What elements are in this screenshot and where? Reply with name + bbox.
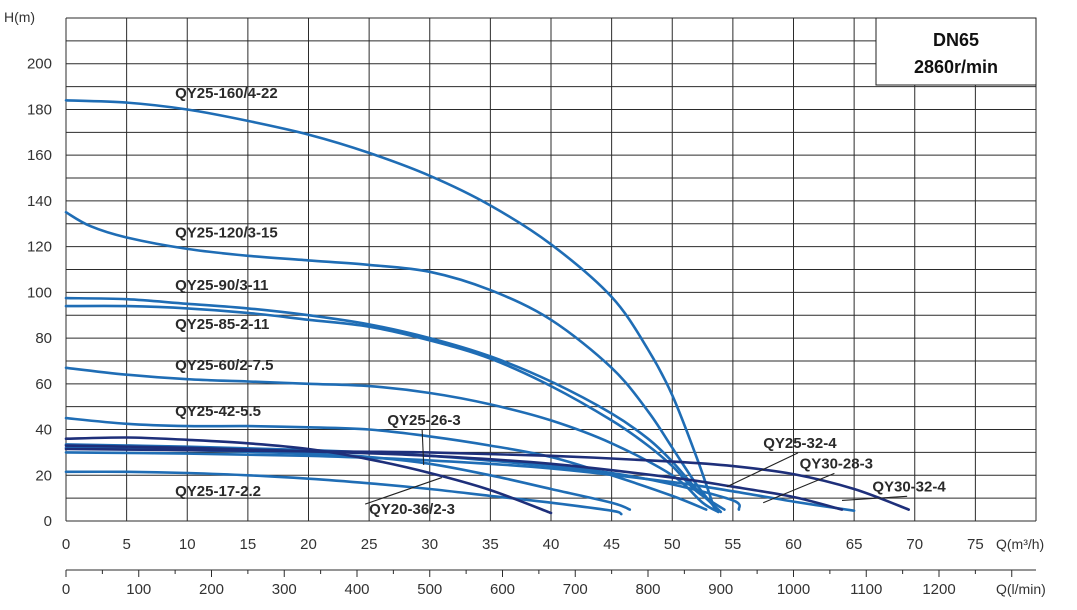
- x-axis-ticks: 0 5 10 15 20 25 30 35 40 45 50 55 60 65 70 75: [62, 536, 984, 553]
- x2-tick-label: 1200: [922, 581, 955, 598]
- curve-qy30-28-3: [64, 451, 856, 512]
- curves: [64, 99, 910, 516]
- curve-qy25-90-3-11: [64, 296, 723, 514]
- curve-label: QY25-90/3-11: [175, 277, 268, 294]
- curve-label: QY25-42-5.5: [175, 403, 261, 420]
- info-line-1: DN65: [933, 30, 979, 50]
- curve-label: QY25-17-2.2: [175, 483, 261, 500]
- curve-qy25-85-2-11: [64, 304, 726, 511]
- y-tick-label: 20: [35, 467, 52, 484]
- x-tick-label: 40: [543, 536, 560, 553]
- x-tick-label: 30: [421, 536, 438, 553]
- y-tick-label: 120: [27, 239, 52, 256]
- curve-label: QY25-32-4: [763, 435, 837, 452]
- curve-label: QY25-26-3: [387, 412, 460, 429]
- curve-qy20-36-2-3: [64, 436, 553, 515]
- x-tick-label: 25: [361, 536, 378, 553]
- grid: [65, 17, 1037, 522]
- x2-tick-label: 100: [126, 581, 151, 598]
- curve-label: QY20-36/2-3: [369, 501, 455, 518]
- curve-label: QY25-120/3-15: [175, 224, 278, 241]
- x-tick-label: 10: [179, 536, 196, 553]
- x2-tick-label: 800: [635, 581, 660, 598]
- x2-tick-label: 400: [344, 581, 369, 598]
- y-axis-ticks: 0 20 40 60 80 100 120 140 160 180 200: [27, 56, 52, 530]
- curve-qy30-32-4: [64, 447, 910, 511]
- label-leader-line: [421, 429, 425, 466]
- curve-labels: QY25-160/4-22 QY25-120/3-15 QY25-90/3-11 QY…: [175, 85, 946, 518]
- x-tick-label: 20: [300, 536, 317, 553]
- y-tick-label: 0: [44, 513, 52, 530]
- curve-qy25-120-3-15: [64, 211, 720, 514]
- info-box: DN65 2860r/min: [875, 17, 1037, 86]
- y-tick-label: 180: [27, 101, 52, 118]
- x-tick-label: 65: [846, 536, 863, 553]
- curve-label: QY25-60/2-7.5: [175, 357, 273, 374]
- y-tick-label: 40: [35, 422, 52, 439]
- y-tick-label: 80: [35, 330, 52, 347]
- x2-tick-label: 0: [62, 581, 70, 598]
- y-axis-title: H(m): [4, 9, 35, 25]
- y-tick-label: 200: [27, 56, 52, 73]
- x-tick-label: 70: [906, 536, 923, 553]
- x-tick-label: 55: [725, 536, 742, 553]
- curve-qy25-42-5-5: [64, 416, 708, 511]
- x2-tick-label: 200: [199, 581, 224, 598]
- x2-tick-label: 300: [272, 581, 297, 598]
- curve-label: QY30-32-4: [872, 478, 946, 495]
- x-axis-title: Q(m³/h): [996, 536, 1044, 552]
- curve-qy25-17-2-2: [64, 470, 623, 516]
- y-tick-label: 100: [27, 284, 52, 301]
- x-tick-label: 60: [785, 536, 802, 553]
- x-tick-label: 0: [62, 536, 70, 553]
- x2-tick-label: 900: [708, 581, 733, 598]
- curve-label: QY30-28-3: [800, 455, 873, 472]
- x2-axis-ticks: 0 100 200 300 400 500 600 700 800 900 1000 1100 1200: [62, 569, 1036, 598]
- x-tick-label: 45: [603, 536, 620, 553]
- x2-tick-label: 700: [563, 581, 588, 598]
- x-tick-label: 35: [482, 536, 499, 553]
- label-leader-line: [726, 452, 799, 488]
- label-leader-line: [364, 477, 443, 505]
- label-leader-lines: [364, 429, 908, 505]
- x-tick-label: 15: [240, 536, 257, 553]
- x2-tick-label: 600: [490, 581, 515, 598]
- y-tick-label: 60: [35, 376, 52, 393]
- y-tick-label: 140: [27, 193, 52, 210]
- x2-tick-label: 1000: [777, 581, 810, 598]
- curve-label: QY25-160/4-22: [175, 85, 278, 102]
- y-tick-label: 160: [27, 147, 52, 164]
- curve-qy25-160-4-22: [64, 99, 716, 511]
- x2-tick-label: 1100: [850, 581, 882, 598]
- curve-label: QY25-85-2-11: [175, 316, 269, 333]
- label-leader-line: [841, 495, 908, 501]
- x-tick-label: 75: [967, 536, 984, 553]
- x-tick-label: 5: [122, 536, 130, 553]
- info-line-2: 2860r/min: [914, 57, 998, 77]
- curve-qy25-60-2-7-5: [64, 366, 720, 514]
- x2-axis-title: Q(l/min): [996, 581, 1046, 597]
- x-tick-label: 50: [664, 536, 681, 553]
- curve-navy-secondary-curve: [64, 444, 844, 511]
- x2-tick-label: 500: [417, 581, 442, 598]
- label-leader-line: [762, 472, 835, 504]
